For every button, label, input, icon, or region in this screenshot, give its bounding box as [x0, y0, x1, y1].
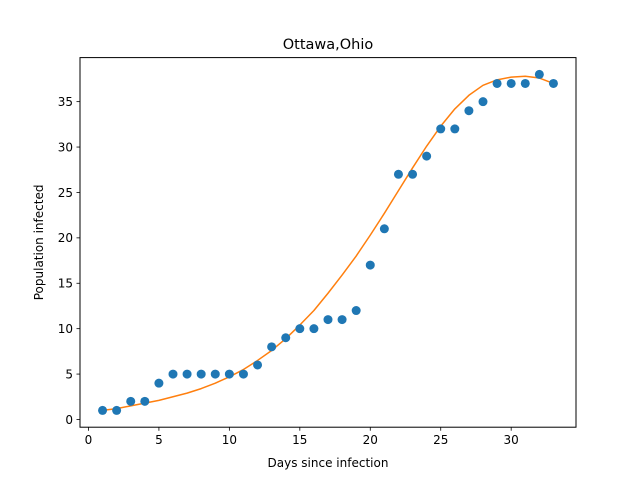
- data-point: [408, 169, 418, 179]
- fit-line: [101, 75, 555, 412]
- y-tick-label: 20: [58, 231, 73, 245]
- x-axis-ticks: 0 5 10 15 20 25 30: [85, 427, 519, 447]
- data-point: [253, 360, 263, 370]
- data-point: [126, 396, 136, 406]
- x-tick-label: 20: [363, 433, 378, 447]
- data-point: [506, 78, 516, 88]
- data-point: [309, 324, 319, 334]
- series-layer: [98, 69, 558, 415]
- x-tick-label: 10: [222, 433, 237, 447]
- y-tick-label: 10: [58, 322, 73, 336]
- y-axis-label: Population infected: [32, 185, 46, 301]
- x-tick-label: 5: [155, 433, 163, 447]
- y-tick-label: 0: [65, 413, 73, 427]
- chart-title: Ottawa,Ohio: [283, 37, 374, 53]
- data-point: [365, 260, 375, 270]
- x-tick-label: 0: [85, 433, 93, 447]
- data-point: [98, 405, 108, 415]
- y-tick-label: 35: [58, 95, 73, 109]
- data-point: [548, 78, 558, 88]
- data-point: [267, 342, 277, 352]
- data-point: [323, 315, 333, 325]
- data-point: [196, 369, 206, 379]
- y-axis-ticks: 0 5 10 15 20 25 30 35: [58, 95, 80, 427]
- x-axis-label: Days since infection: [268, 456, 389, 470]
- data-point: [422, 151, 432, 161]
- data-point: [337, 315, 347, 325]
- x-tick-label: 25: [433, 433, 448, 447]
- data-point: [379, 224, 389, 234]
- data-point: [393, 169, 403, 179]
- data-point: [154, 378, 164, 388]
- data-point: [450, 124, 460, 134]
- data-point: [436, 124, 446, 134]
- data-point: [464, 106, 474, 116]
- data-point: [478, 97, 488, 107]
- data-point: [295, 324, 305, 334]
- data-point: [112, 405, 122, 415]
- x-tick-label: 15: [292, 433, 307, 447]
- y-tick-label: 25: [58, 186, 73, 200]
- data-point: [281, 333, 291, 343]
- data-point: [534, 69, 544, 79]
- y-tick-label: 15: [58, 277, 73, 291]
- data-point: [492, 78, 502, 88]
- x-tick-label: 30: [504, 433, 519, 447]
- data-point: [224, 369, 234, 379]
- data-point: [210, 369, 220, 379]
- data-point: [351, 306, 361, 316]
- data-point: [520, 78, 530, 88]
- data-point: [168, 369, 178, 379]
- data-point: [182, 369, 192, 379]
- axes-frame: [79, 57, 577, 428]
- y-tick-label: 30: [58, 140, 73, 154]
- data-point: [238, 369, 248, 379]
- y-tick-label: 5: [65, 367, 73, 381]
- data-point: [140, 396, 150, 406]
